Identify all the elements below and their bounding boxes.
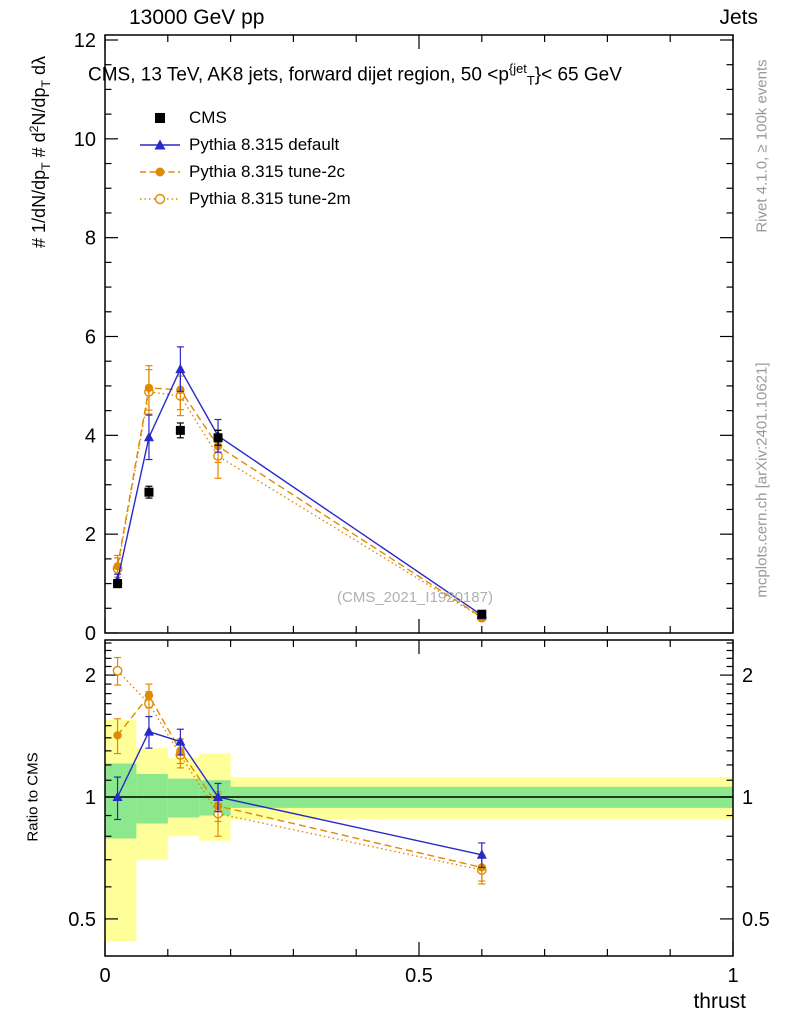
data-point-triangle [175, 363, 186, 374]
legend-label-pythia-default: Pythia 8.315 default [189, 134, 340, 154]
title-text-segment: T [38, 80, 53, 88]
ratio-tick-label: 0.5 [68, 909, 96, 931]
legend-item-cms: CMS [138, 104, 351, 131]
data-point-square [113, 579, 123, 589]
legend-item-pythia-tune-2c: Pythia 8.315 tune-2c [138, 158, 351, 185]
mcplots-citation-note: mcplots.cern.ch [arXiv:2401.10621] [753, 362, 771, 598]
data-point-square [144, 487, 154, 497]
ratio-tick-label: 2 [742, 665, 753, 687]
data-point-square [477, 609, 487, 619]
title-text-segment: N/dp [29, 87, 50, 126]
y-tick-label: 12 [74, 30, 96, 52]
y-tick-label: 2 [85, 524, 96, 546]
open-circle-dotted-line-marker-icon [140, 193, 180, 204]
beam-energy-label: 13000 GeV pp [129, 6, 265, 29]
data-point-square [175, 425, 185, 435]
data-point-triangle [175, 736, 186, 746]
ratio-tick-label: 1 [85, 787, 96, 809]
data-point-triangle [112, 791, 123, 801]
y-tick-label: 6 [85, 327, 96, 349]
data-point-triangle [476, 849, 487, 859]
x-tick-label: 1 [727, 965, 738, 987]
ratio-tick-label: 2 [85, 665, 96, 687]
data-point-square [213, 433, 223, 443]
x-tick-label: 0 [99, 965, 110, 987]
legend: CMS Pythia 8.315 default Pythia 8.315 tu… [138, 104, 351, 212]
triangle-solid-line-marker-icon [140, 139, 180, 149]
rivet-version-note: Rivet 4.1.0, ≥ 100k events [753, 59, 771, 233]
legend-label-cms: CMS [189, 107, 227, 127]
title-text-segment: T [38, 162, 53, 170]
data-point-circle [144, 383, 154, 393]
series-line [116, 391, 483, 619]
title-text-segment: }< 65 GeV [534, 64, 622, 86]
series-line [116, 387, 483, 618]
analysis-id-watermark: (CMS_2021_I1920187) [337, 589, 493, 606]
legend-item-pythia-default: Pythia 8.315 default [138, 131, 351, 158]
cms-square-marker-icon [155, 112, 165, 123]
data-point-triangle [143, 726, 154, 736]
ratio-tick-label: 1 [742, 787, 753, 809]
title-text-segment: 2 [27, 125, 42, 133]
y-tick-label: 10 [74, 129, 96, 151]
title-text-segment: # 1/dN/dp [29, 169, 50, 248]
data-point-circle-open [112, 665, 123, 676]
title-text-segment: CMS, 13 TeV, AK8 jets, forward dijet reg… [88, 64, 509, 86]
x-tick-label: 0.5 [405, 965, 433, 987]
legend-item-pythia-tune-2m: Pythia 8.315 tune-2m [138, 185, 351, 212]
y-axis-label: # 1/dN/dpT # d2N/dpT dλ [27, 56, 53, 248]
y-tick-label: 4 [85, 425, 96, 447]
uncertainty-band-green [136, 773, 168, 824]
title-text-segment: dλ [29, 56, 50, 81]
ratio-tick-label: 0.5 [742, 909, 770, 931]
y-tick-label: 8 [85, 228, 96, 250]
y-tick-label: 0 [85, 623, 96, 645]
x-axis-label: thrust [693, 990, 746, 1013]
data-point-circle [144, 691, 154, 700]
series-line [116, 367, 483, 616]
uncertainty-band-green [167, 778, 200, 818]
data-point-triangle [213, 791, 224, 801]
plot-title: CMS, 13 TeV, AK8 jets, forward dijet reg… [88, 61, 622, 88]
legend-label-pythia-tune-2c: Pythia 8.315 tune-2c [189, 161, 345, 181]
title-text-segment: {jet [508, 61, 527, 76]
data-point-triangle [143, 431, 154, 442]
legend-label-pythia-tune-2m: Pythia 8.315 tune-2m [189, 188, 351, 208]
analysis-group-label: Jets [719, 6, 758, 29]
circle-dashed-line-marker-icon [140, 167, 180, 176]
ratio-axis-label: Ratio to CMS [24, 752, 42, 842]
title-text-segment: # d [29, 132, 50, 163]
data-point-circle [113, 731, 122, 740]
title-text-segment: T [526, 73, 535, 89]
